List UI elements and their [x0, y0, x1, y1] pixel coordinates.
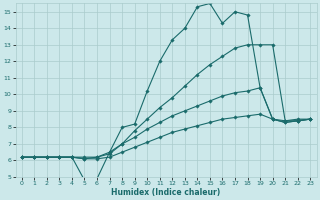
X-axis label: Humidex (Indice chaleur): Humidex (Indice chaleur) — [111, 188, 221, 197]
